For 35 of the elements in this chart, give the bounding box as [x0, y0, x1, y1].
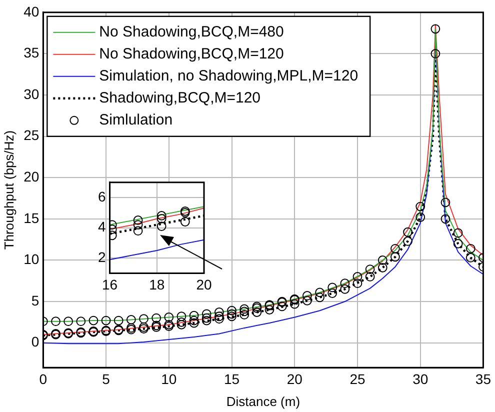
x-tick-label: 20	[286, 370, 303, 387]
y-tick-label: 25	[24, 127, 40, 144]
legend-label: No Shadowing,BCQ,M=120	[99, 46, 284, 63]
point	[156, 210, 166, 220]
x-tick-label: 25	[350, 370, 366, 387]
x-tick-label: 30	[412, 370, 428, 387]
x-tick-label: 15	[224, 370, 240, 387]
x-tick-label: 18	[149, 276, 165, 292]
y-tick-label: 20	[24, 168, 40, 184]
y-tick-label: 40	[24, 3, 40, 20]
y-tick-label: 5	[31, 292, 40, 308]
point	[180, 217, 190, 226]
point	[133, 226, 143, 236]
legend-label: Shadowing,BCQ,M=120	[99, 90, 261, 107]
legend-label: No Shadowing,BCQ,M=480	[99, 24, 284, 41]
y-tick-label: 30	[24, 86, 40, 102]
x-tick-label: 10	[161, 370, 177, 387]
point	[156, 222, 166, 231]
legend-label: Simulation, no Shadowing,MPL,M=120	[99, 68, 358, 85]
x-tick-label: 20	[196, 276, 212, 292]
y-tick-label: 0	[31, 334, 40, 350]
y-tick-label: 6	[98, 188, 106, 204]
point	[133, 216, 143, 225]
point	[133, 220, 143, 230]
y-tick-label: 15	[24, 210, 40, 226]
y-tick-label: 4	[98, 218, 106, 235]
point	[156, 214, 166, 224]
x-tick-label: 16	[102, 276, 118, 292]
x-tick-label: 35	[475, 370, 492, 387]
y-tick-label: 10	[24, 251, 40, 268]
legend-label: Simlulation	[99, 112, 173, 129]
y-tick-label: 35	[24, 44, 40, 61]
x-axis-title: Distance (m)	[226, 394, 300, 409]
y-axis-title: Throughput (bps/Hz)	[1, 130, 16, 250]
y-tick-label: 2	[98, 248, 106, 265]
